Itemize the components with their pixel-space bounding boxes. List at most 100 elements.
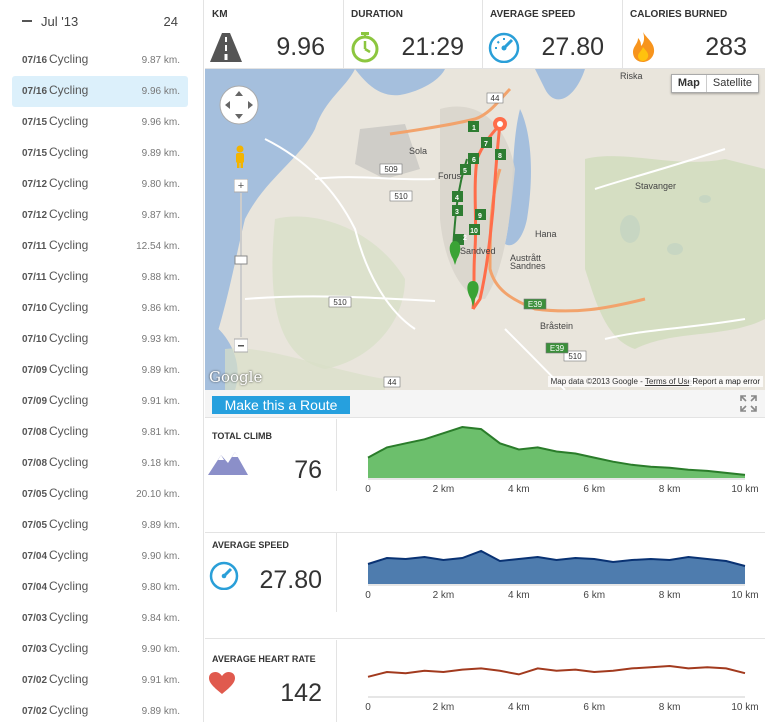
stat-km-value: 9.96 xyxy=(276,33,325,61)
divider xyxy=(205,638,765,639)
activity-item[interactable]: 07/02 Cycling 9.91 km. xyxy=(12,665,188,696)
activity-distance: 9.84 km. xyxy=(141,613,180,624)
activity-item[interactable]: 07/03 Cycling 9.84 km. xyxy=(12,603,188,634)
heart-icon xyxy=(209,672,235,694)
activity-item[interactable]: 07/16 Cycling 9.96 km. xyxy=(12,76,188,107)
attribution-text: Map data ©2013 Google - xyxy=(550,377,645,386)
activity-item[interactable]: 07/12 Cycling 9.87 km. xyxy=(12,200,188,231)
km-marker-label: 7 xyxy=(484,141,488,148)
speed-chart[interactable]: 0 2 km 4 km 6 km 8 km 10 km xyxy=(342,540,762,604)
activity-distance: 9.96 km. xyxy=(141,86,180,97)
month-header[interactable]: Jul '13 24 xyxy=(0,0,203,44)
map-attribution: Map data ©2013 Google - Terms of Use xyxy=(547,376,695,387)
activity-count: 24 xyxy=(163,14,178,29)
activity-distance: 9.87 km. xyxy=(141,210,180,221)
x-tick-label: 6 km xyxy=(583,702,605,713)
map-type-control[interactable]: Map Satellite xyxy=(670,74,759,93)
km-marker[interactable] xyxy=(469,224,480,235)
terms-link[interactable]: Terms of Use xyxy=(644,377,692,386)
road-number-badge: E39 xyxy=(545,342,569,354)
activity-item[interactable]: 07/09 Cycling 9.91 km. xyxy=(12,386,188,417)
x-tick-label: 0 xyxy=(365,590,371,601)
route-map[interactable]: Sola Sandnes Hana Austrått Bråstein Riska Sand… xyxy=(205,69,765,390)
km-marker-label: 5 xyxy=(463,168,467,175)
stat-speed-value: 27.80 xyxy=(541,33,604,61)
activity-item[interactable]: 07/04 Cycling 9.90 km. xyxy=(12,541,188,572)
x-tick-label: 4 km xyxy=(508,590,530,601)
activity-item[interactable]: 07/05 Cycling 9.89 km. xyxy=(12,510,188,541)
stopwatch-icon xyxy=(351,32,379,63)
activity-date: 07/11 xyxy=(22,272,47,283)
activity-item[interactable]: 07/12 Cycling 9.80 km. xyxy=(12,169,188,200)
km-marker[interactable] xyxy=(452,191,463,202)
km-marker[interactable] xyxy=(452,205,463,216)
stat-duration-value: 21:29 xyxy=(401,33,464,61)
activity-item[interactable]: 07/10 Cycling 9.93 km. xyxy=(12,324,188,355)
activity-date: 07/12 xyxy=(22,179,48,190)
fullscreen-icon[interactable] xyxy=(740,395,757,412)
km-marker[interactable] xyxy=(481,137,492,148)
start-marker-icon[interactable] xyxy=(467,281,479,307)
make-route-button[interactable]: Make this a Route xyxy=(212,396,350,414)
activity-type: Cycling xyxy=(49,455,89,469)
road-number-badge: 44 xyxy=(383,376,401,388)
activity-type: Cycling xyxy=(49,641,89,655)
activity-date: 07/02 xyxy=(22,675,48,686)
pan-control-icon[interactable] xyxy=(219,85,259,125)
activity-date: 07/04 xyxy=(22,551,48,562)
activity-date: 07/04 xyxy=(22,582,48,593)
svg-text:510: 510 xyxy=(333,298,347,307)
activity-distance: 20.10 km. xyxy=(136,489,180,500)
activity-item[interactable]: 07/04 Cycling 9.80 km. xyxy=(12,572,188,603)
x-tick-label: 0 xyxy=(365,702,371,713)
activity-item[interactable]: 07/09 Cycling 9.89 km. xyxy=(12,355,188,386)
activity-item[interactable]: 07/08 Cycling 9.18 km. xyxy=(12,448,188,479)
place-label: Austrått xyxy=(510,253,542,263)
activity-item[interactable]: 07/08 Cycling 9.81 km. xyxy=(12,417,188,448)
x-tick-label: 2 km xyxy=(433,484,455,495)
km-marker[interactable] xyxy=(495,149,506,160)
km-marker[interactable] xyxy=(468,153,479,164)
activity-date: 07/12 xyxy=(22,210,48,221)
map-view-button[interactable]: Map xyxy=(672,75,707,92)
activity-item[interactable]: 07/10 Cycling 9.86 km. xyxy=(12,293,188,324)
activity-item[interactable]: 07/15 Cycling 9.96 km. xyxy=(12,107,188,138)
pegman-icon[interactable] xyxy=(234,145,246,169)
activity-item[interactable]: 07/03 Cycling 9.90 km. xyxy=(12,634,188,665)
activity-item[interactable]: 07/05 Cycling 20.10 km. xyxy=(12,479,188,510)
activity-item[interactable]: 07/16 Cycling 9.87 km. xyxy=(12,45,188,76)
svg-text:+: + xyxy=(238,180,244,192)
stat-duration: DURATION 21:29 xyxy=(344,0,483,69)
chart-series-line xyxy=(367,664,746,678)
road-number-badge: 509 xyxy=(379,163,403,175)
activity-date: 07/10 xyxy=(22,303,48,314)
heart-rate-chart[interactable]: 0 2 km 4 km 6 km 8 km 10 km xyxy=(342,644,762,720)
activity-distance: 9.93 km. xyxy=(141,334,180,345)
km-marker[interactable] xyxy=(475,209,486,220)
activity-distance: 9.87 km. xyxy=(141,55,180,66)
activity-item[interactable]: 07/11 Cycling 12.54 km. xyxy=(12,231,188,262)
zoom-slider[interactable]: + xyxy=(234,179,248,354)
svg-text:509: 509 xyxy=(384,165,398,174)
km-marker-label: 8 xyxy=(498,153,502,160)
activity-distance: 9.80 km. xyxy=(141,179,180,190)
collapse-icon[interactable] xyxy=(22,20,32,22)
km-marker[interactable] xyxy=(468,121,479,132)
activity-type: Cycling xyxy=(49,486,89,500)
activity-item[interactable]: 07/15 Cycling 9.89 km. xyxy=(12,138,188,169)
stat-speed-label: AVERAGE SPEED xyxy=(490,9,576,20)
stat-km-label: KM xyxy=(212,9,228,20)
route-toolbar: Make this a Route xyxy=(205,390,765,418)
activity-distance: 9.96 km. xyxy=(141,117,180,128)
activity-item[interactable]: 07/02 Cycling 9.89 km. xyxy=(12,696,188,722)
activity-item[interactable]: 07/11 Cycling 9.88 km. xyxy=(12,262,188,293)
report-map-error-link[interactable]: Report a map error xyxy=(689,376,763,387)
climb-chart[interactable]: 0 2 km 4 km 6 km 8 km 10 km xyxy=(342,419,762,495)
km-marker[interactable] xyxy=(453,234,464,245)
start-marker-icon[interactable] xyxy=(449,241,461,265)
road-number-badge: 510 xyxy=(563,350,587,362)
activity-sidebar: Jul '13 24 07/16 Cycling 9.87 km. 07/16 Cycl… xyxy=(0,0,204,722)
km-marker[interactable] xyxy=(460,164,471,175)
satellite-view-button[interactable]: Satellite xyxy=(712,77,752,89)
map-tiles[interactable]: Sola Sandnes Hana Austrått Bråstein Riska Sand… xyxy=(205,69,765,390)
